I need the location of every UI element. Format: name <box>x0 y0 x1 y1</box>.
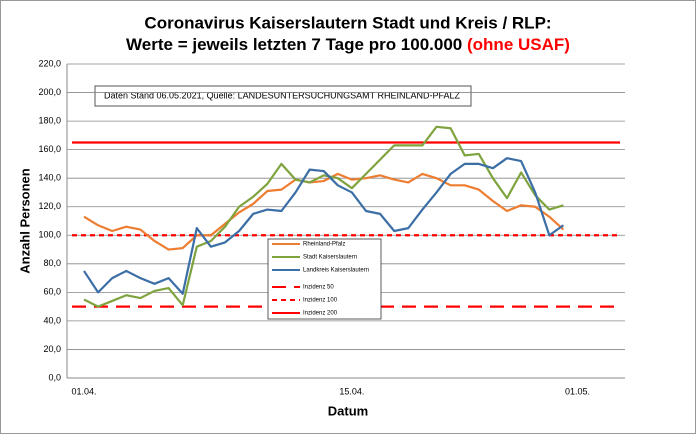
y-tick-label: 160,0 <box>38 144 61 154</box>
x-tick-label: 01.05. <box>565 386 590 396</box>
legend: Rheinland-Pfalz Stadt Kaiserslautern Landk… <box>267 238 382 320</box>
x-tick-label: 01.04. <box>71 386 96 396</box>
series-line <box>83 125 564 308</box>
y-tick-label: 220,0 <box>38 58 61 68</box>
chart-title: Coronavirus Kaiserslautern Stadt und Kre… <box>144 13 551 32</box>
legend-label: Inzidenz 100 <box>303 298 338 304</box>
subtitle-highlight: (ohne USAF) <box>467 35 570 54</box>
series-line <box>83 157 565 295</box>
y-tick-label: 40,0 <box>43 315 61 325</box>
y-tick-label: 200,0 <box>38 87 61 97</box>
y-tick-label: 100,0 <box>38 230 61 240</box>
y-axis-title: Anzahl Personen <box>17 168 32 274</box>
chart-subtitle: Werte = jeweils letzten 7 Tage pro 100.0… <box>126 35 570 54</box>
subtitle-text: Werte = jeweils letzten 7 Tage pro 100.0… <box>126 35 462 54</box>
legend-label: Inzidenz 50 <box>303 285 334 291</box>
legend-label: Landkreis Kaiserslautern <box>303 268 369 274</box>
y-tick-label: 0,0 <box>48 372 61 382</box>
legend-box <box>267 238 382 320</box>
y-tick-label: 180,0 <box>38 115 61 125</box>
y-tick-label: 80,0 <box>43 258 61 268</box>
y-tick-label: 140,0 <box>38 173 61 183</box>
legend-label: Inzidenz 200 <box>303 311 338 317</box>
y-tick-label: 20,0 <box>43 344 61 354</box>
annotation-box <box>94 85 472 107</box>
x-tick-label: 15.04. <box>339 386 364 396</box>
y-tick-label: 60,0 <box>43 287 61 297</box>
series-line <box>83 172 565 251</box>
legend-label: Stadt Kaiserslautern <box>303 255 357 261</box>
legend-label: Rheinland-Pfalz <box>303 242 345 248</box>
y-tick-label: 120,0 <box>38 201 61 211</box>
annotation: Daten Stand 06.05.2021, Quelle: LANDESUN… <box>104 90 460 100</box>
x-axis-title: Datum <box>328 403 368 418</box>
